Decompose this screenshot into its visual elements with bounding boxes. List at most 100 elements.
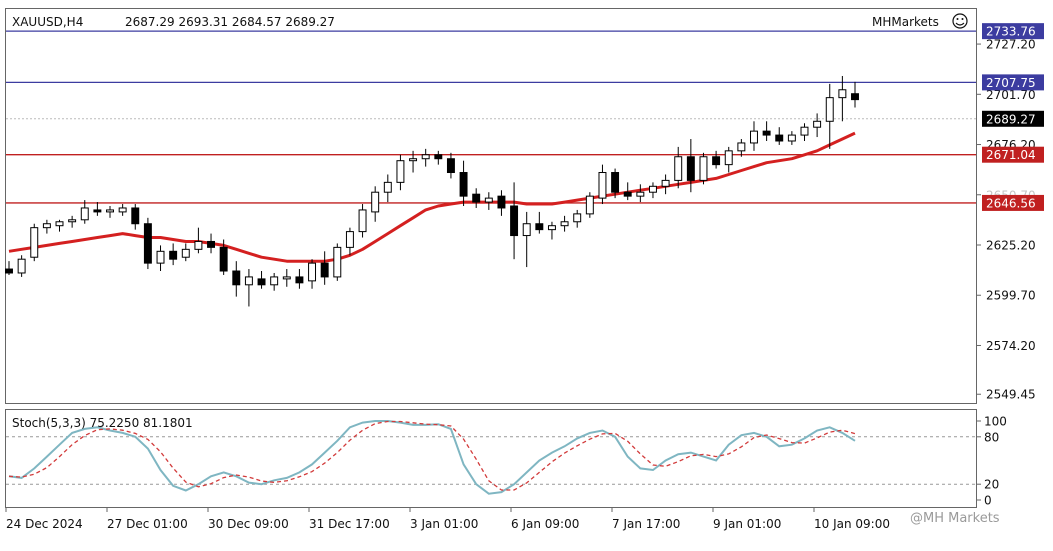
candle-body (333, 246, 342, 278)
y-tick-label-4: 2625.20 (986, 239, 1036, 253)
candle-body (421, 154, 430, 160)
candle-body (699, 156, 708, 181)
candle-19 (244, 269, 253, 307)
candle-24 (308, 259, 317, 289)
price-level-labels: 2733.76 2707.75 2689.27 2671.04 2646.56 (982, 23, 1044, 211)
candle-body (472, 193, 481, 203)
candle-38 (484, 192, 493, 210)
candle-body (232, 270, 241, 286)
oscillator-label: Stoch(5,3,3) 75.2250 81.1801 (12, 416, 193, 430)
candle-51 (648, 182, 657, 199)
candle-body (320, 262, 329, 278)
candle-body (636, 191, 645, 197)
candle-body (712, 156, 721, 166)
price-axis: 2727.202701.702676.202650.702625.202599.… (976, 38, 1036, 402)
candle-body (358, 209, 367, 233)
candle-64 (813, 113, 822, 138)
candle-10 (131, 204, 140, 230)
candle-body (497, 195, 506, 209)
x-label-1: 27 Dec 01:00 (107, 517, 188, 531)
candle-body (371, 191, 380, 213)
candle-59 (750, 121, 758, 151)
candle-4 (55, 219, 64, 232)
x-label-6: 7 Jan 17:00 (612, 517, 680, 531)
candle-31 (396, 154, 405, 191)
candle-body (813, 120, 822, 128)
candle-body (560, 221, 569, 227)
candle-body (775, 134, 784, 142)
candle-body (838, 89, 847, 99)
candle-17 (219, 239, 228, 275)
candle-body (598, 172, 607, 199)
level-tag-2 (982, 110, 1044, 127)
candle-body (661, 179, 670, 187)
candle-body (724, 150, 733, 166)
candle-body (169, 250, 178, 260)
candle-body (244, 276, 253, 286)
x-label-8: 10 Jan 09:00 (814, 517, 890, 531)
candle-body (30, 227, 39, 258)
candle-0 (5, 261, 13, 275)
candle-23 (295, 269, 304, 289)
level-label-3: 2671.04 (986, 148, 1036, 162)
candle-body (825, 97, 834, 122)
candle-body (143, 223, 152, 264)
candle-16 (207, 233, 216, 254)
candle-body (68, 219, 77, 223)
candle-body (219, 246, 228, 272)
candle-14 (181, 243, 190, 262)
candle-62 (787, 131, 796, 145)
candle-body (787, 134, 796, 142)
candle-body (800, 126, 809, 136)
candle-32 (409, 150, 418, 173)
candle-body (17, 258, 26, 274)
candle-body (93, 209, 102, 213)
candle-37 (472, 188, 481, 208)
candle-body (308, 262, 317, 282)
candle-44 (560, 215, 569, 232)
candle-body (5, 268, 13, 274)
candle-body (345, 231, 354, 248)
chart-header-ohlc: 2687.29 2693.31 2684.57 2689.27 (125, 15, 335, 29)
candle-26 (333, 243, 342, 281)
candle-body (459, 172, 468, 197)
candle-body (118, 207, 127, 213)
candle-45 (573, 209, 582, 228)
candle-46 (585, 192, 594, 218)
stoch-d-line (8, 420, 856, 491)
osc-level-label-2: 20 (984, 478, 999, 492)
candle-7 (93, 202, 102, 216)
osc-level-label-0: 100 (984, 415, 1007, 429)
level-label-4: 2646.56 (986, 196, 1036, 210)
broker-name: MHMarkets (872, 15, 939, 29)
candle-22 (282, 269, 291, 287)
candle-body (623, 191, 632, 197)
candle-40 (510, 182, 519, 260)
main-plot-frame (5, 8, 977, 404)
candle-body (522, 223, 531, 237)
candle-13 (169, 243, 178, 266)
candle-18 (232, 261, 241, 297)
candle-47 (598, 164, 607, 205)
candle-41 (522, 211, 531, 268)
candle-body (573, 213, 582, 223)
y-tick-label-6: 2574.20 (986, 339, 1036, 353)
level-label-0: 2733.76 (986, 25, 1036, 39)
candle-body (510, 205, 519, 237)
candle-body (295, 276, 304, 284)
candle-6 (80, 200, 89, 224)
candle-67 (851, 81, 859, 108)
candle-60 (762, 121, 771, 141)
candle-29 (371, 186, 380, 222)
candle-body (535, 223, 544, 231)
candle-39 (497, 190, 506, 216)
oscillator-frame (5, 409, 977, 508)
candle-9 (118, 204, 127, 216)
candle-25 (320, 251, 329, 285)
candle-body (686, 156, 695, 181)
candle-body (484, 197, 493, 203)
x-label-4: 3 Jan 01:00 (410, 517, 478, 531)
candle-15 (194, 227, 203, 254)
level-label-2: 2689.27 (986, 112, 1036, 126)
